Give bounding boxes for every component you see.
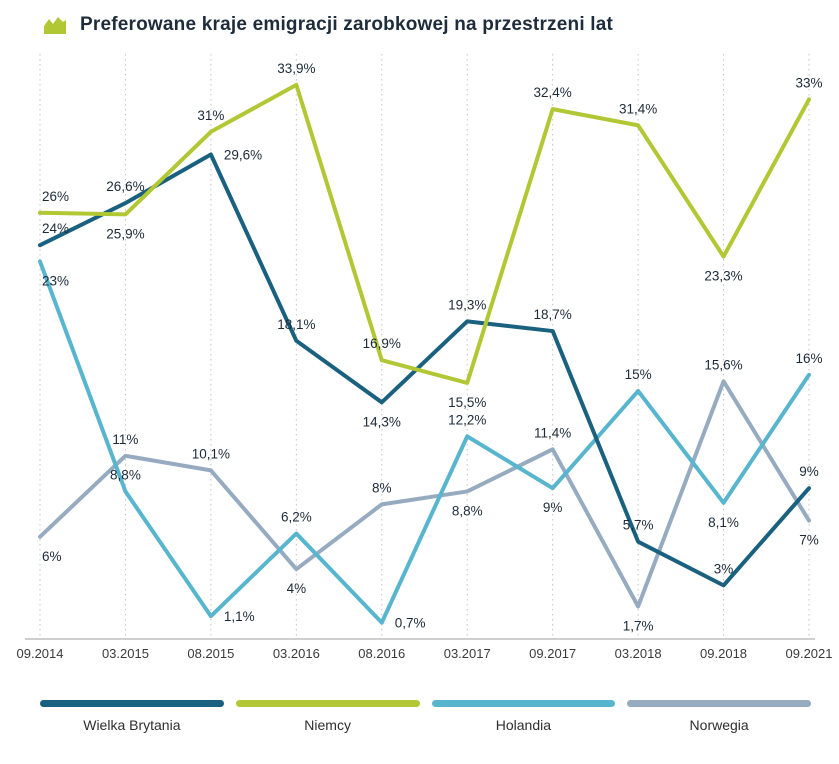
data-label-niemcy: 31,4% [619,101,657,116]
chart-header: Preferowane kraje emigracji zarobkowej n… [0,0,839,40]
legend-item-niemcy: Niemcy [235,700,420,733]
data-label-norwegia: 11,4% [534,425,571,440]
x-axis-label: 09.2018 [700,646,747,661]
data-label-wielka-brytania: 3% [714,561,734,576]
legend-swatch-holandia [431,700,616,707]
data-label-holandia: 15% [625,367,652,382]
data-label-niemcy: 33% [795,75,822,90]
area-chart-icon [42,14,68,36]
legend-label: Niemcy [304,717,351,733]
emigration-line-chart: 09.2014 03.2015 08.2015 03.2016 08.2016 03.20… [17,54,833,661]
data-label-holandia: 8,1% [708,515,739,530]
data-label-holandia: 16% [795,351,822,366]
data-label-holandia: 1,1% [224,609,255,624]
legend-item-norwegia: Norwegia [627,700,811,733]
x-axis-label: 03.2018 [615,646,662,661]
data-label-niemcy: 31% [197,108,224,123]
data-label-norwegia: 1,7% [623,618,654,633]
data-label-holandia: 12,2% [448,412,486,427]
data-label-norwegia: 6% [42,549,62,564]
legend-swatch-wielka-brytania [40,700,224,707]
x-axis-label: 03.2015 [102,646,149,661]
x-axis-label: 08.2016 [358,646,405,661]
x-axis-label: 03.2016 [273,646,320,661]
data-label-norwegia: 10,1% [192,446,230,461]
data-label-niemcy: 33,9% [277,61,315,76]
data-label-niemcy: 23,3% [704,269,742,284]
x-axis-label: 08.2015 [187,646,234,661]
data-label-wielka-brytania: 26,6% [106,179,144,194]
data-label-holandia: 23% [42,273,69,288]
data-label-holandia: 6,2% [281,510,312,525]
chart-title: Preferowane kraje emigracji zarobkowej n… [80,14,614,35]
data-label-norwegia: 4% [287,581,307,596]
x-axis-label: 09.2021 [786,646,833,661]
data-label-norwegia: 11% [112,432,138,447]
series-line-norwegia [38,379,811,609]
area-chart-icon-shape [44,17,66,34]
legend-label: Norwegia [689,717,749,733]
series-line-wielka-brytania [38,152,811,588]
data-label-niemcy: 32,4% [534,85,572,100]
legend-item-holandia: Holandia [431,700,616,733]
data-label-niemcy: 15,5% [448,395,486,410]
data-label-holandia: 8,8% [110,467,141,482]
legend-label: Wielka Brytania [83,717,181,733]
legend-swatch-niemcy [235,700,420,707]
data-label-wielka-brytania: 18,7% [534,307,572,322]
data-label-niemcy: 26% [42,189,69,204]
legend-item-wielka-brytania: Wielka Brytania [40,700,224,733]
series-line-holandia [38,259,811,625]
x-axis-label: 09.2017 [529,646,576,661]
legend-label: Holandia [495,717,551,733]
series-line-niemcy [38,82,811,385]
data-label-wielka-brytania: 24% [42,221,69,236]
data-label-wielka-brytania: 14,3% [363,414,401,429]
data-label-holandia: 9% [543,500,563,515]
data-label-wielka-brytania: 9% [799,464,819,479]
legend: Wielka Brytania Niemcy Holandia Norwegia [0,670,839,733]
data-label-niemcy: 25,9% [106,226,144,241]
data-label-holandia: 0,7% [395,616,426,631]
x-axis-label: 03.2017 [444,646,491,661]
data-label-wielka-brytania: 19,3% [448,297,486,312]
data-label-wielka-brytania: 18,1% [277,317,315,332]
data-label-wielka-brytania: 5,7% [623,518,654,533]
data-label-niemcy: 16,9% [363,336,401,351]
legend-swatch-norwegia [627,700,811,707]
x-axis-label: 09.2014 [17,646,64,661]
data-label-norwegia: 8% [372,480,392,495]
data-label-wielka-brytania: 29,6% [224,147,262,162]
data-label-norwegia: 8,8% [452,503,483,518]
data-label-norwegia: 15,6% [704,357,742,372]
data-label-norwegia: 7% [799,533,819,548]
